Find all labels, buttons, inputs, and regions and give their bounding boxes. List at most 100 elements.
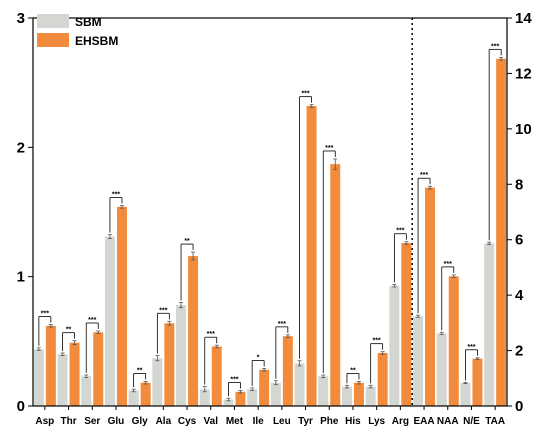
significance-label-met: *** [230, 376, 238, 383]
significance-bracket-cys [180, 243, 194, 301]
bar-sbm-asp [33, 349, 44, 406]
bar-ehsbm-naa [448, 276, 459, 406]
bar-sbm-thr [57, 354, 68, 406]
significance-label-lys: *** [373, 338, 381, 345]
error-bar-sbm-ser [84, 374, 89, 378]
bar-sbm-taa [484, 243, 495, 406]
significance-label-naa: *** [444, 261, 452, 268]
x-tick-label-gly: Gly [132, 416, 149, 427]
bar-ehsbm-gly [140, 382, 151, 406]
bar-sbm-phe [318, 376, 329, 406]
bar-sbm-arg [389, 285, 400, 406]
significance-label-arg: *** [396, 228, 404, 235]
significance-label-glu: *** [112, 192, 120, 199]
x-tick-label-ile: Ile [253, 416, 265, 427]
y-right-tick-label-2: 2 [515, 343, 523, 360]
significance-label-tyr: *** [301, 91, 309, 98]
bar-ehsbm-met [235, 391, 246, 406]
significance-label-his: ** [350, 367, 356, 374]
significance-bracket-val [204, 336, 218, 385]
significance-label-eaa: *** [420, 172, 428, 179]
y-right-tick-label-8: 8 [515, 176, 523, 193]
bar-ehsbm-val [211, 346, 222, 406]
error-bar-ehsbm-thr [72, 340, 77, 345]
error-bar-sbm-gly [131, 388, 136, 393]
bar-ehsbm-n-e [472, 358, 483, 406]
x-tick-label-thr: Thr [60, 416, 76, 427]
error-bar-sbm-tyr [297, 360, 302, 367]
plot-frame [32, 17, 508, 407]
bar-ehsbm-leu [282, 336, 293, 406]
error-bar-sbm-asp [36, 347, 41, 351]
bar-ehsbm-arg [401, 243, 412, 406]
legend: SBM EHSBM [37, 14, 118, 48]
error-bar-ehsbm-met [238, 390, 243, 394]
significance-label-n-e: *** [467, 344, 475, 351]
error-bar-sbm-val [202, 386, 207, 393]
legend-swatch-ehsbm [37, 33, 69, 47]
legend-swatch-sbm [37, 14, 69, 28]
error-bar-ehsbm-gly [143, 381, 148, 385]
y-left-tick-label-2: 2 [17, 139, 25, 156]
bar-sbm-eaa [413, 316, 424, 406]
bar-sbm-ser [81, 376, 92, 406]
significance-bracket-phe [322, 150, 336, 373]
y-left-tick-label-1: 1 [17, 269, 25, 286]
significance-bracket-his [346, 373, 360, 384]
x-tick-label-naa: NAA [437, 416, 459, 427]
legend-label-sbm: SBM [75, 15, 102, 29]
error-bar-ehsbm-eaa [428, 185, 433, 190]
bar-sbm-cys [176, 305, 187, 406]
significance-label-asp: *** [41, 311, 49, 318]
error-bar-ehsbm-n-e [475, 357, 480, 360]
bar-sbm-tyr [294, 363, 305, 406]
error-bar-ehsbm-tyr [309, 104, 314, 108]
bar-ehsbm-cys [188, 255, 199, 406]
significance-bracket-glu [109, 197, 123, 233]
error-bar-ehsbm-glu [119, 205, 124, 209]
x-tick-label-leu: Leu [273, 416, 291, 427]
bar-ehsbm-thr [69, 342, 80, 406]
significance-bracket-eaa [417, 177, 431, 314]
x-tick-label-glu: Glu [108, 416, 125, 427]
error-bar-ehsbm-val [214, 344, 219, 349]
x-tick-label-phe: Phe [320, 416, 339, 427]
bar-ehsbm-ser [93, 332, 104, 406]
x-tick-label-tyr: Tyr [298, 416, 313, 427]
bar-ehsbm-ile [259, 369, 270, 406]
x-tick-label-his: His [345, 416, 361, 427]
y-right-tick-label-14: 14 [515, 10, 532, 27]
bar-sbm-his [341, 386, 352, 406]
error-bar-sbm-eaa [416, 314, 421, 318]
error-bar-ehsbm-ala [167, 320, 172, 326]
y-right-tick-label-10: 10 [515, 121, 532, 138]
significance-bracket-leu [275, 326, 289, 379]
error-bar-ehsbm-cys [191, 251, 196, 261]
x-tick-label-taa: TAA [485, 416, 505, 427]
significance-bracket-arg [393, 233, 407, 283]
error-bar-ehsbm-taa [499, 56, 504, 61]
y-right-tick-label-4: 4 [515, 287, 524, 304]
significance-label-leu: *** [278, 321, 286, 328]
error-bar-sbm-naa [439, 331, 444, 335]
error-bar-sbm-ile [250, 387, 255, 391]
legend-label-ehsbm: EHSBM [75, 34, 118, 48]
bar-ehsbm-taa [496, 58, 507, 407]
y-right-tick-label-0: 0 [515, 398, 523, 415]
significance-bracket-ile [251, 360, 265, 386]
bar-ehsbm-lys [377, 352, 388, 406]
bar-sbm-val [199, 389, 210, 406]
error-bar-sbm-his [344, 384, 349, 389]
x-tick-label-asp: Asp [35, 416, 54, 427]
error-bar-sbm-taa [487, 241, 492, 245]
significance-bracket-lys [370, 343, 384, 384]
significance-bracket-gly [133, 373, 147, 388]
significance-label-taa: *** [491, 43, 499, 50]
significance-label-ser: *** [88, 317, 96, 324]
bar-sbm-met [223, 399, 234, 406]
error-bar-sbm-arg [392, 284, 397, 288]
error-bar-sbm-met [226, 397, 231, 402]
y-left-tick-label-3: 3 [17, 10, 25, 27]
error-bar-ehsbm-asp [48, 324, 53, 328]
bar-sbm-n-e [460, 382, 471, 406]
